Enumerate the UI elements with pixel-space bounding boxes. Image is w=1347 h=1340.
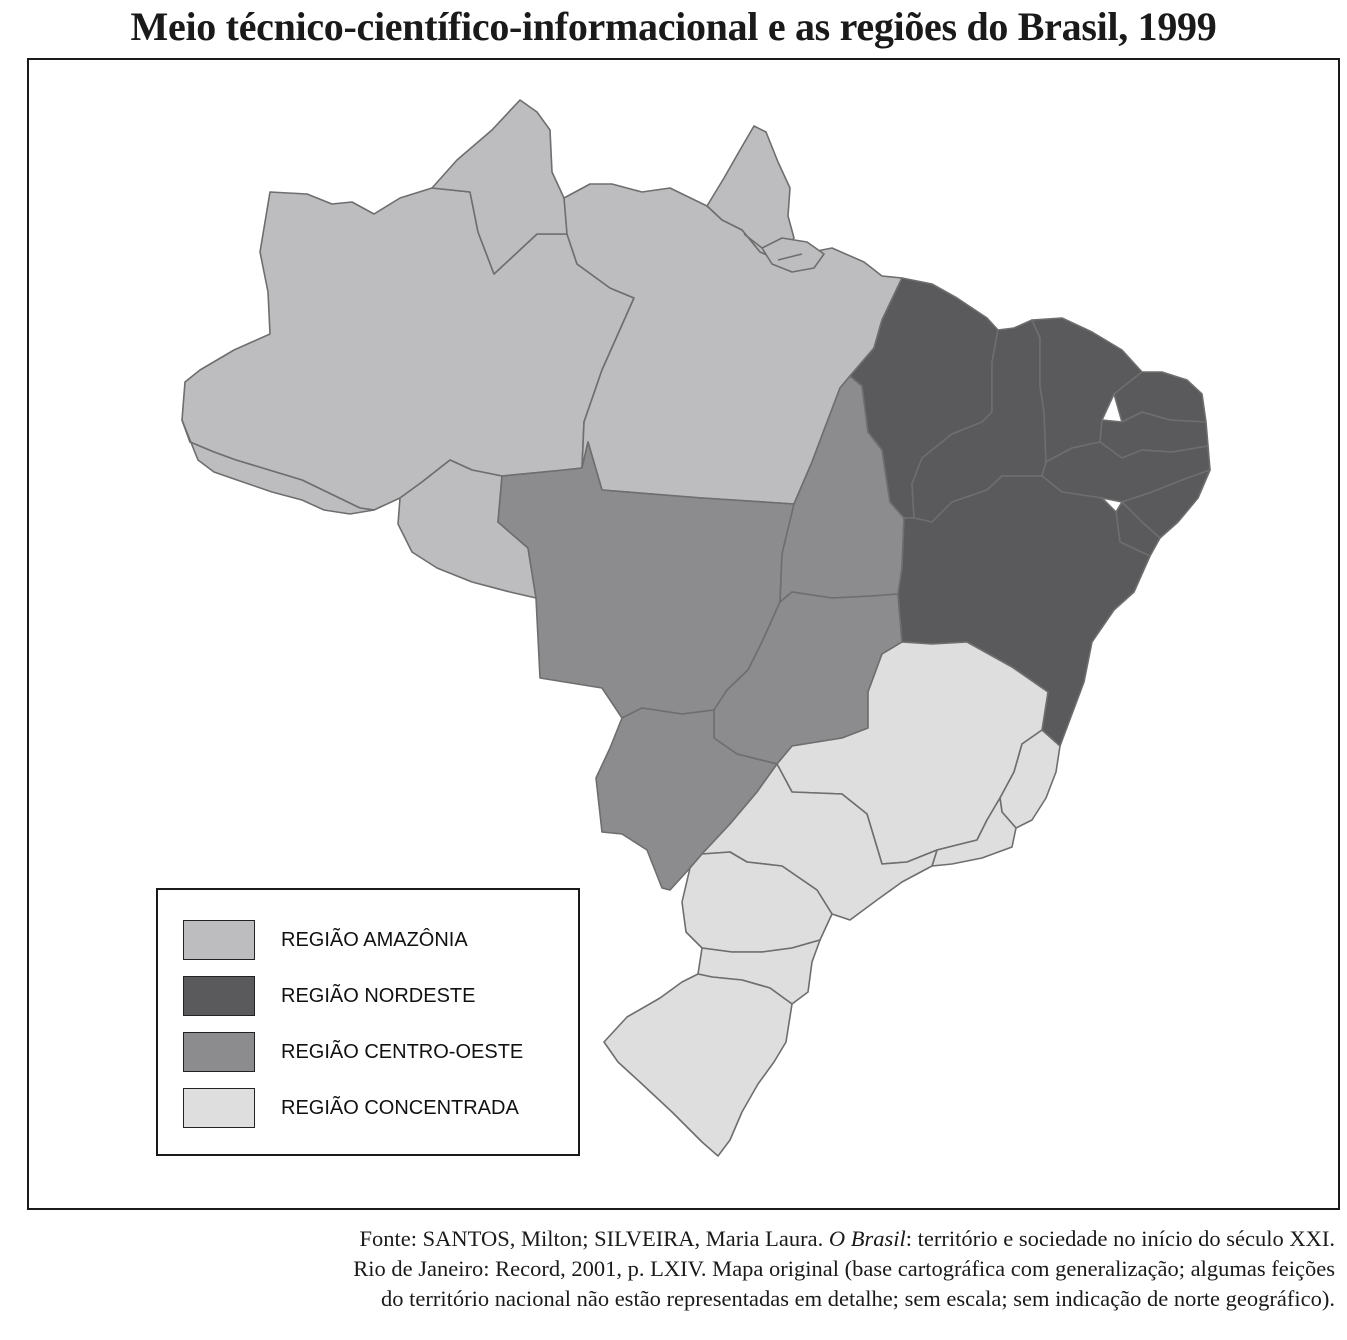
- amazon-river-line: [743, 233, 803, 261]
- state-pernambuco: [1041, 441, 1211, 503]
- legend-swatch-nordeste: [183, 976, 255, 1016]
- source-book-title: O Brasil: [828, 1226, 906, 1251]
- source-line-2: Rio de Janeiro: Record, 2001, p. LXIV. M…: [353, 1256, 1335, 1281]
- state-acre: [181, 419, 375, 515]
- state-espirito-santo: [999, 729, 1061, 829]
- map-frame: REGIÃO AMAZÔNIA REGIÃO NORDESTE REGIÃO C…: [27, 58, 1340, 1210]
- map-legend: REGIÃO AMAZÔNIA REGIÃO NORDESTE REGIÃO C…: [156, 888, 580, 1156]
- state-rio-de-janeiro: [931, 797, 1017, 867]
- source-line-3: do território nacional não estão represe…: [381, 1286, 1335, 1311]
- legend-swatch-concentrada: [183, 1088, 255, 1128]
- legend-item-concentrada: REGIÃO CONCENTRADA: [183, 1088, 563, 1128]
- state-rio-grande-do-sul: [603, 973, 793, 1157]
- source-line-1: Fonte: SANTOS, Milton; SILVEIRA, Maria L…: [20, 1224, 1336, 1254]
- legend-label-centro-oeste: REGIÃO CENTRO-OESTE: [281, 1041, 524, 1063]
- legend-item-centro-oeste: REGIÃO CENTRO-OESTE: [183, 1032, 563, 1072]
- legend-label-nordeste: REGIÃO NORDESTE: [281, 985, 476, 1007]
- marajo-island: [761, 237, 825, 273]
- legend-item-amazonia: REGIÃO AMAZÔNIA: [183, 920, 563, 960]
- legend-swatch-centro-oeste: [183, 1032, 255, 1072]
- source-line-1-suffix: : território e sociedade no início do sé…: [905, 1226, 1335, 1251]
- map-title: Meio técnico-científico-informacional e …: [130, 4, 1217, 49]
- legend-item-nordeste: REGIÃO NORDESTE: [183, 976, 563, 1016]
- source-citation: Fonte: SANTOS, Milton; SILVEIRA, Maria L…: [20, 1224, 1335, 1314]
- source-line-1-prefix: Fonte: SANTOS, Milton; SILVEIRA, Maria L…: [359, 1226, 829, 1251]
- legend-label-concentrada: REGIÃO CONCENTRADA: [281, 1097, 519, 1119]
- brazil-map: [181, 99, 1211, 1157]
- legend-swatch-amazonia: [183, 920, 255, 960]
- legend-label-amazonia: REGIÃO AMAZÔNIA: [281, 929, 468, 951]
- state-amazonas: [181, 187, 635, 511]
